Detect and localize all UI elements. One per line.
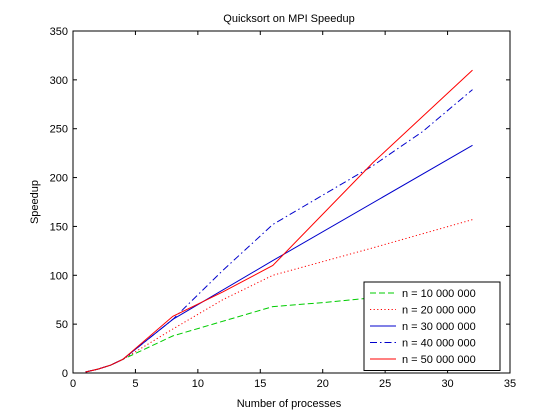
series-line-4 <box>85 89 473 373</box>
y-tick-label: 350 <box>50 26 68 38</box>
y-tick-label: 250 <box>50 124 68 136</box>
x-tick-label: 30 <box>441 378 453 390</box>
legend-label-5: n = 50 000 000 <box>402 354 476 366</box>
chart-title: Quicksort on MPI Speedup <box>223 13 354 25</box>
y-tick-label: 300 <box>50 75 68 87</box>
x-tick-label: 0 <box>70 378 76 390</box>
legend-label-2: n = 20 000 000 <box>402 305 476 317</box>
legend-label-1: n = 10 000 000 <box>402 288 476 300</box>
x-axis-title: Number of processes <box>237 398 342 410</box>
legend: n = 10 000 000 n = 20 000 000 n = 30 000 0… <box>363 281 501 371</box>
series-lines <box>85 69 473 373</box>
legend-label-4: n = 40 000 000 <box>402 338 476 350</box>
series-line-1 <box>85 295 473 373</box>
y-tick-label: 150 <box>50 221 68 233</box>
y-axis-title: Speedup <box>29 180 41 224</box>
series-line-5 <box>85 69 473 373</box>
x-tick-label: 15 <box>254 378 266 390</box>
x-tick-label: 5 <box>132 378 138 390</box>
x-tick-label: 10 <box>192 378 204 390</box>
x-tick-label: 20 <box>317 378 329 390</box>
x-tick-label: 25 <box>379 378 391 390</box>
legend-label-3: n = 30 000 000 <box>402 321 476 333</box>
y-tick-label: 200 <box>50 173 68 185</box>
series-line-2 <box>85 219 473 373</box>
y-tick-label: 0 <box>62 368 68 380</box>
x-tick-label: 35 <box>504 378 516 390</box>
y-tick-label: 100 <box>50 270 68 282</box>
y-tick-label: 50 <box>56 319 68 331</box>
